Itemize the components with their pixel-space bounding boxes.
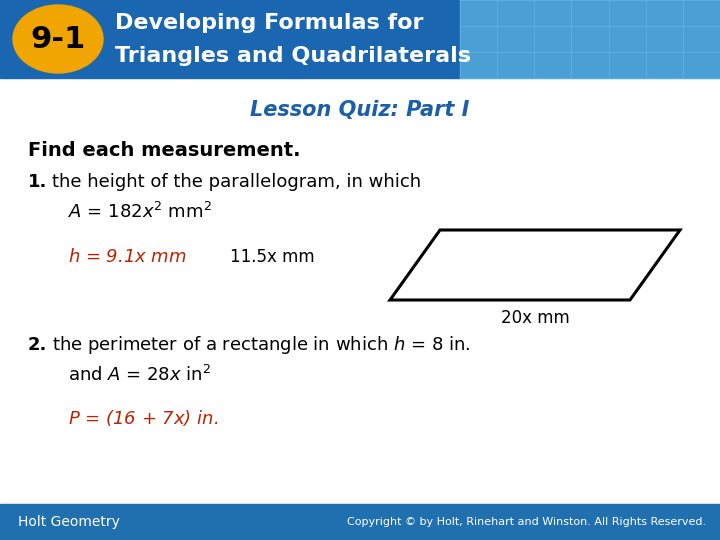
Bar — [0, 504, 720, 540]
Bar — [0, 0, 460, 78]
Text: Copyright © by Holt, Rinehart and Winston. All Rights Reserved.: Copyright © by Holt, Rinehart and Winsto… — [347, 517, 706, 527]
Text: 20x mm: 20x mm — [500, 309, 570, 327]
Text: 9-1: 9-1 — [30, 24, 86, 53]
Text: Triangles and Quadrilaterals: Triangles and Quadrilaterals — [115, 46, 471, 66]
Text: $A$ = 182$x^2$ mm$^2$: $A$ = 182$x^2$ mm$^2$ — [68, 202, 212, 222]
Polygon shape — [390, 230, 680, 300]
Ellipse shape — [13, 5, 103, 73]
Text: Lesson Quiz: Part I: Lesson Quiz: Part I — [251, 100, 469, 120]
Text: the height of the parallelogram, in which: the height of the parallelogram, in whic… — [52, 173, 421, 191]
Text: Holt Geometry: Holt Geometry — [18, 515, 120, 529]
Text: 1.: 1. — [28, 173, 48, 191]
Text: 2.: 2. — [28, 336, 48, 354]
Text: and $A$ = 28$x$ in$^2$: and $A$ = 28$x$ in$^2$ — [68, 365, 211, 385]
Text: 11.5x mm: 11.5x mm — [230, 248, 315, 266]
Text: Find each measurement.: Find each measurement. — [28, 140, 300, 159]
Text: $h$ = 9.1$x$ mm: $h$ = 9.1$x$ mm — [68, 248, 186, 266]
Text: the perimeter of a rectangle in which $h$ = 8 in.: the perimeter of a rectangle in which $h… — [52, 334, 470, 356]
Text: $P$ = (16 + 7$x$) in.: $P$ = (16 + 7$x$) in. — [68, 408, 218, 428]
Text: Developing Formulas for: Developing Formulas for — [115, 14, 423, 33]
Bar — [460, 0, 720, 78]
